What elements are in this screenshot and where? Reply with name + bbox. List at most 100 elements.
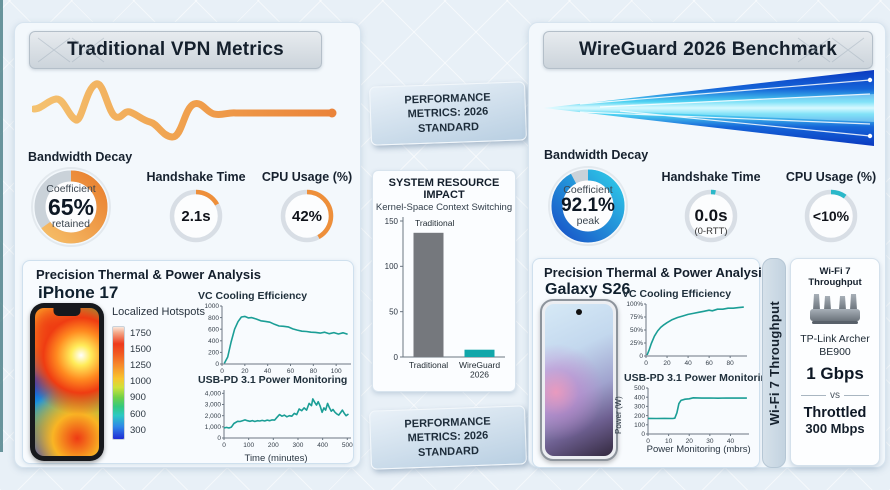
bandwidth-donut-traditional: Coefficient 65% retained (28, 164, 114, 250)
handshake-sub-label: (0-RTT) (694, 226, 728, 237)
svg-text:50: 50 (389, 307, 398, 316)
wifi-card-heading: Wi-Fi 7 Throughput (808, 266, 862, 288)
handshake-gauge-wireguard: Handshake Time 0.0s (0-RTT) (655, 170, 767, 244)
bandwidth-wave-graphic (32, 80, 337, 141)
bandwidth-decay-label-right: Bandwidth Decay (544, 148, 649, 162)
svg-text:4,000: 4,000 (205, 391, 222, 398)
galaxy-camera-hole (576, 309, 582, 315)
svg-text:40: 40 (727, 438, 735, 445)
svg-text:800: 800 (208, 315, 219, 322)
resource-chart-title: SYSTEM RESOURCE IMPACT (388, 177, 500, 201)
throttled-label: Throttled (803, 405, 867, 422)
svg-text:0: 0 (222, 442, 226, 449)
vc-cooling-chart-left: VC Cooling Efficiency 0 200 400 600 800 1000 0… (198, 290, 354, 380)
svg-text:0: 0 (639, 353, 643, 360)
svg-text:3,000: 3,000 (205, 402, 222, 409)
wifi-throughput-vertical-label: Wi-Fi 7 Throughput (762, 258, 786, 468)
svg-text:40: 40 (264, 368, 272, 375)
cpu-value: <10% (812, 208, 850, 224)
iphone-notch (53, 308, 81, 316)
speed-beam-graphic (544, 70, 874, 146)
handshake-label: Handshake Time (146, 170, 246, 184)
svg-text:100: 100 (243, 442, 254, 449)
resource-chart-subtitle: Kernel-Space Context Switching (375, 202, 513, 213)
usb-pd-chart-left: USB-PD 3.1 Power Monitoring 0 1,000 2,000 3… (198, 374, 353, 464)
svg-text:0: 0 (646, 438, 650, 445)
wave-end-dot (327, 108, 337, 118)
cpu-label: CPU Usage (%) (261, 170, 353, 184)
wifi-throughput-card: Wi-Fi 7 Throughput TP-Link Archer BE900 … (790, 258, 880, 466)
svg-text:500: 500 (342, 442, 353, 449)
router-icon (810, 294, 860, 324)
cpu-gauge-wireguard: CPU Usage (%) <10% (776, 170, 886, 244)
svg-text:0: 0 (641, 431, 645, 438)
vc-cooling-chart-right: VC Cooling Efficiency 0 25% 50% 75% 100% 0 20 4… (622, 288, 750, 372)
svg-text:60: 60 (287, 368, 295, 375)
bandwidth-donut-wireguard: Coefficient 92.1% peak (545, 163, 631, 249)
svg-text:75%: 75% (630, 314, 643, 321)
wifi-speed-value: 1 Gbps (806, 364, 864, 384)
usb-right-ylabel: Power (W) (614, 396, 623, 434)
vs-divider: vs (801, 390, 869, 401)
svg-text:100: 100 (331, 368, 342, 375)
thermal-title-left: Precision Thermal & Power Analysis (36, 267, 261, 282)
device-name-iphone: iPhone 17 (38, 283, 119, 302)
decor-cross-right (797, 37, 865, 63)
performance-metrics-badge-top: PERFORMANCE METRICS: 2026 STANDARD (369, 81, 527, 146)
colorbar-tick-labels: 1750 1500 1250 1000 900 600 300 (130, 327, 152, 436)
svg-text:20: 20 (663, 360, 671, 367)
svg-text:80: 80 (310, 368, 318, 375)
svg-text:20: 20 (241, 368, 249, 375)
bandwidth-decay-label-left: Bandwidth Decay (28, 150, 133, 164)
svg-text:1,000: 1,000 (205, 424, 222, 431)
traditional-title: Traditional VPN Metrics (67, 39, 284, 60)
svg-text:WireGuard: WireGuard (459, 360, 500, 370)
donut-top-label: Coefficient (563, 184, 613, 197)
svg-text:0: 0 (215, 361, 219, 368)
svg-text:200: 200 (208, 350, 219, 357)
performance-metrics-badge-bottom: PERFORMANCE METRICS: 2026 STANDARD (369, 405, 527, 470)
svg-text:150: 150 (385, 217, 399, 226)
colorbar-label: Localized Hotspots (112, 306, 205, 318)
donut-bottom-label: retained (52, 218, 90, 231)
svg-text:100: 100 (385, 262, 399, 271)
handshake-label: Handshake Time (661, 170, 761, 184)
cpu-value: 42% (291, 207, 323, 225)
thermal-colorbar (112, 325, 125, 440)
device-name-galaxy: Galaxy S26 (545, 281, 631, 298)
handshake-value: 0.0s (694, 206, 728, 225)
handshake-value: 2.1s (181, 207, 211, 225)
traditional-title-bar: Traditional VPN Metrics (29, 31, 322, 69)
svg-text:100%: 100% (626, 301, 643, 308)
donut-value: 92.1% (561, 195, 615, 217)
svg-text:25%: 25% (630, 340, 643, 347)
svg-text:400: 400 (317, 442, 328, 449)
svg-text:300: 300 (293, 442, 304, 449)
svg-text:50%: 50% (630, 327, 643, 334)
svg-text:Traditional: Traditional (409, 360, 448, 370)
svg-text:300: 300 (634, 404, 645, 411)
svg-text:0: 0 (644, 360, 648, 367)
svg-text:0: 0 (220, 368, 224, 375)
galaxy-phone-image (540, 299, 618, 461)
svg-text:200: 200 (268, 442, 279, 449)
svg-text:1000: 1000 (205, 303, 220, 310)
donut-top-label: Coefficient (46, 182, 96, 195)
donut-bottom-label: peak (576, 214, 600, 227)
svg-text:0: 0 (394, 353, 399, 362)
cpu-label: CPU Usage (%) (785, 170, 877, 184)
svg-text:200: 200 (634, 413, 645, 420)
wireguard-title-bar: WireGuard 2026 Benchmark (543, 31, 873, 69)
colorbar-block: Localized Hotspots 1750 1500 1250 1000 900 60… (112, 306, 205, 440)
svg-text:60: 60 (706, 360, 714, 367)
left-edge-strip (0, 0, 3, 452)
handshake-gauge-traditional: Handshake Time 2.1s (140, 170, 252, 244)
svg-text:20: 20 (686, 438, 694, 445)
svg-text:400: 400 (634, 394, 645, 401)
system-resource-card: SYSTEM RESOURCE IMPACT Kernel-Space Cont… (372, 170, 516, 392)
svg-text:0: 0 (217, 435, 221, 442)
svg-text:40: 40 (684, 360, 692, 367)
svg-text:400: 400 (208, 338, 219, 345)
